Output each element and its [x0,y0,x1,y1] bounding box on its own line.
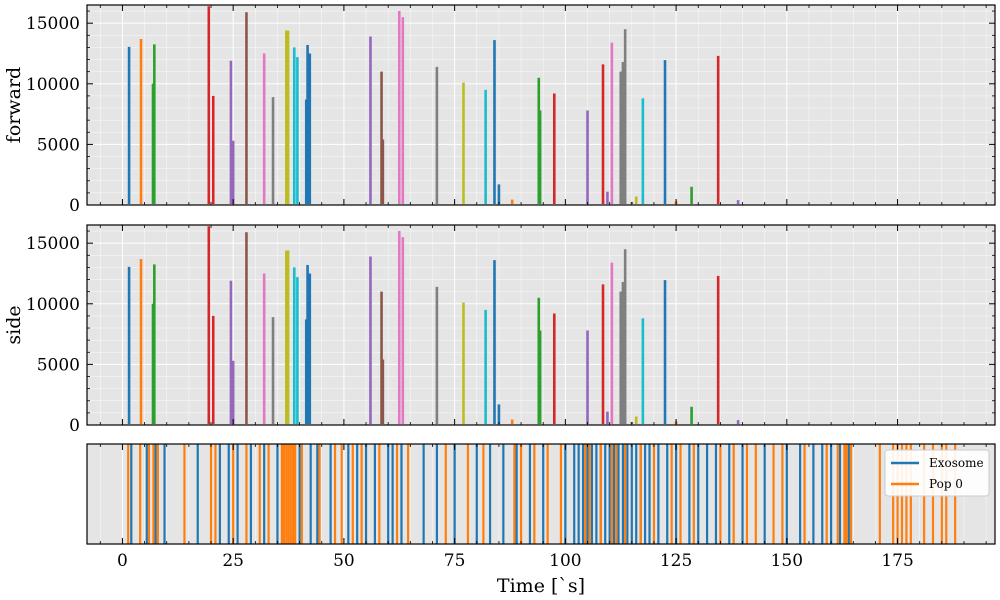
plot-background [87,444,995,544]
event-panel: 0 25 50 75 100 125 150 175 [86,443,996,571]
y-axis-label-side: side [3,305,25,344]
y-tick-label: 10000 [26,75,80,95]
x-tick-label: 175 [881,551,913,571]
x-tick-label: 50 [333,551,355,571]
x-tick-label: 75 [444,551,466,571]
y-tick-label: 15000 [26,14,80,34]
signal-peaks [127,6,740,204]
x-tick-label: 100 [549,551,581,571]
y-tick-label: 5000 [37,355,80,375]
side-panel: 0 5000 10000 15000 [26,224,996,436]
y-tick-label: 5000 [37,135,80,155]
legend: Exosome Pop 0 [884,449,990,497]
x-tick-label: 150 [771,551,803,571]
event-series [130,444,850,544]
plot-frame [86,4,996,206]
y-tick-label: 10000 [26,295,80,315]
event-series [127,444,957,544]
signal-peaks [127,226,740,424]
x-axis-label: Time [`s] [497,575,585,597]
y-tick-label: 0 [69,196,80,216]
legend-entry: Exosome [929,456,984,470]
y-tick-label: 15000 [26,234,80,254]
plot-frame [86,443,996,545]
x-tick-label: 125 [660,551,692,571]
x-tick-label: 25 [222,551,244,571]
y-axis-label-forward: forward [3,67,25,143]
y-tick-label: 0 [69,416,80,436]
plot-frame [86,224,996,426]
x-tick-label: 0 [117,551,128,571]
legend-entry: Pop 0 [929,477,963,491]
forward-panel: 0 5000 10000 15000 [26,4,996,216]
